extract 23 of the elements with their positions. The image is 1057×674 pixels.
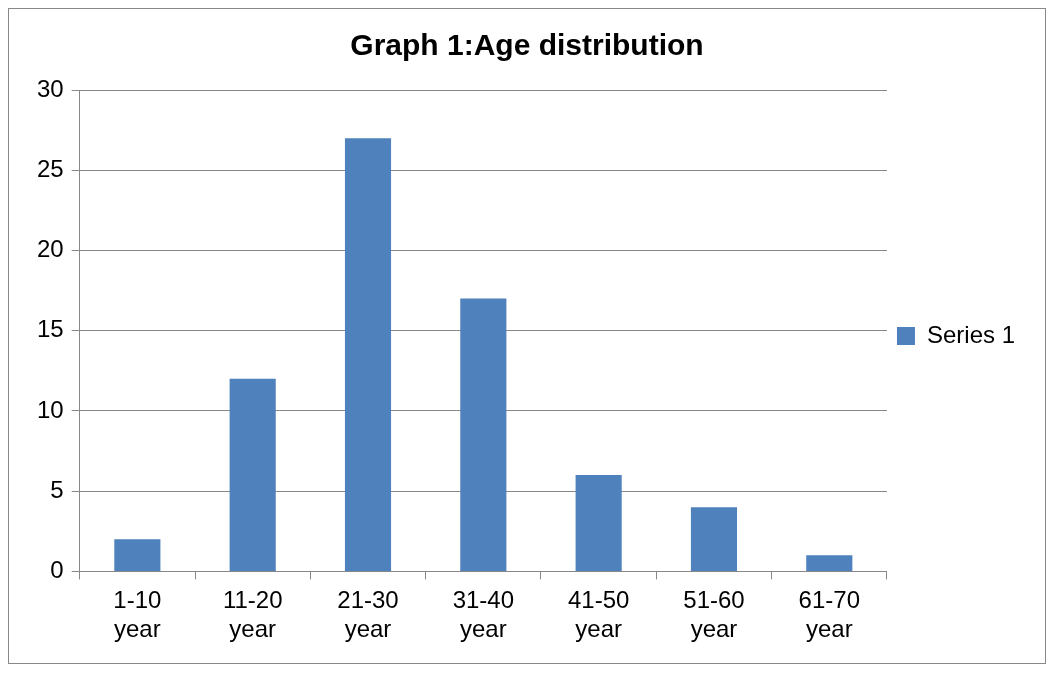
y-tick-label: 25: [36, 154, 64, 182]
x-tick-label: 51-60 year: [683, 586, 745, 643]
bar: [806, 555, 853, 571]
x-tick-label: 11-20 year: [222, 586, 283, 643]
x-tick-label: 21-30 year: [337, 586, 399, 643]
x-tick-label: 41-50 year: [567, 586, 630, 643]
y-tick-label: 20: [36, 235, 64, 263]
chart-title: Graph 1:Age distribution: [350, 28, 704, 62]
y-tick-label: 30: [36, 74, 64, 102]
y-tick-label: 10: [36, 395, 64, 423]
x-tick-label: 31-40 year: [452, 586, 515, 643]
y-tick-label: 15: [36, 315, 64, 343]
bar: [229, 378, 276, 571]
bar: [114, 539, 161, 571]
y-tick-label: 5: [50, 475, 64, 503]
legend-label: Series 1: [926, 320, 1015, 348]
y-tick-label: 0: [50, 556, 64, 584]
bar: [575, 475, 622, 571]
x-tick-label: 1-10 year: [113, 586, 162, 643]
bar: [690, 507, 738, 571]
bar: [460, 298, 507, 571]
x-tick-label: 61-70 year: [798, 586, 860, 643]
bar: [344, 138, 392, 571]
